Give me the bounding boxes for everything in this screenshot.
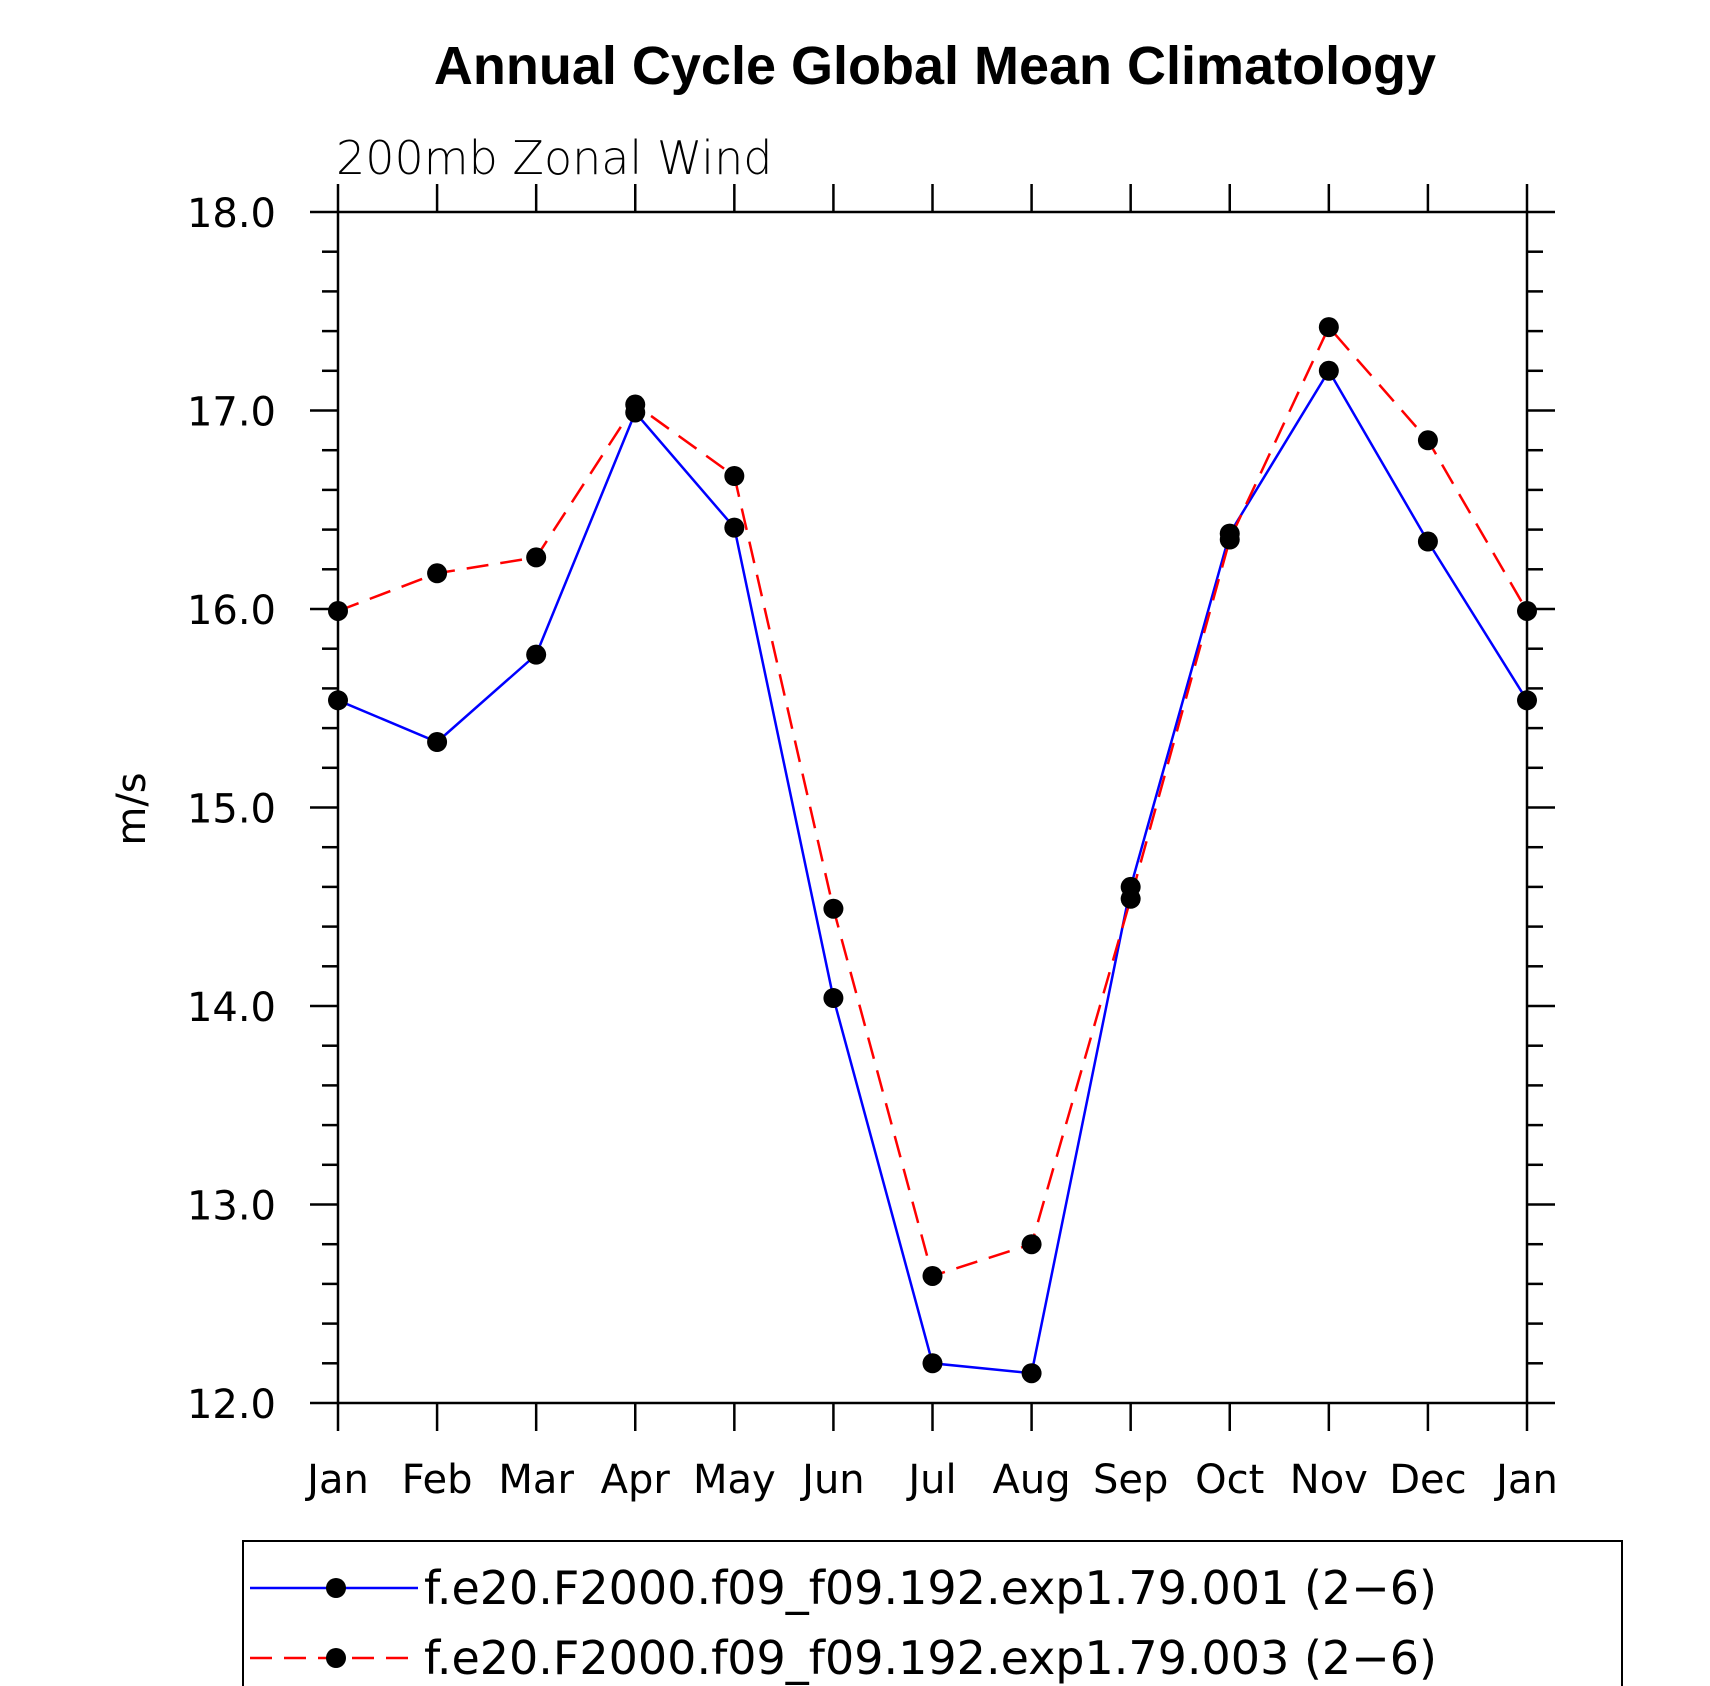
plot-frame: [336, 210, 1529, 1405]
y-axis-label: m/s: [109, 772, 155, 845]
axis-ticks: [310, 184, 1555, 1431]
x-tick-label: Apr: [601, 1457, 671, 1503]
series-2-point: [625, 394, 646, 415]
x-tick-label: Oct: [1195, 1457, 1264, 1503]
legend-label-1: f.e20.F2000.f09_f09.192.exp1.79.001 (2−6…: [424, 1561, 1437, 1615]
x-tick-label: Mar: [498, 1457, 574, 1503]
series-2-point: [823, 898, 844, 919]
x-tick-label: Dec: [1389, 1457, 1466, 1503]
series-1-point: [1417, 531, 1438, 552]
series-1-point: [1318, 360, 1339, 381]
legend: [242, 1540, 1623, 1686]
x-tick-label: Nov: [1290, 1457, 1368, 1503]
y-tick-label: 17.0: [187, 390, 276, 436]
chart-title: Annual Cycle Global Mean Climatology: [434, 36, 1436, 96]
series-2-point: [1318, 317, 1339, 338]
y-tick-label: 18.0: [187, 191, 276, 237]
series-1-point: [1517, 690, 1537, 711]
series-1-point: [1021, 1363, 1042, 1384]
x-tick-label: Sep: [1093, 1457, 1168, 1503]
series-1-point: [526, 644, 547, 665]
series-1-point: [427, 731, 448, 752]
x-tick-label: Jan: [304, 1457, 369, 1503]
series-2-point: [724, 466, 745, 487]
axis-tick-labels: Jan Feb Mar Apr May Jun Jul Aug Sep Oct Nov Dec Jan 1…: [187, 191, 1558, 1503]
series-line-1: [337, 368, 1529, 1375]
y-tick-label: 15.0: [187, 787, 276, 833]
series-1-point: [922, 1353, 943, 1374]
chart-subtitle: 200mb Zonal Wind: [336, 131, 772, 185]
legend-marker-1: [326, 1578, 346, 1598]
y-tick-label: 14.0: [187, 985, 276, 1031]
series-1-point: [823, 988, 844, 1009]
y-tick-label: 16.0: [187, 588, 276, 634]
series-2-point: [922, 1265, 943, 1286]
y-tick-label: 13.0: [187, 1184, 276, 1230]
y-tick-label: 12.0: [187, 1382, 276, 1428]
legend-entries: f.e20.F2000.f09_f09.192.exp1.79.001 (2−6…: [250, 1561, 1437, 1685]
series-2-point: [328, 600, 348, 621]
x-tick-label: Jan: [1493, 1457, 1558, 1503]
series-line-2: [337, 324, 1529, 1278]
series-2-point: [1517, 600, 1537, 621]
legend-marker-2: [326, 1648, 346, 1668]
data-series: [328, 317, 1537, 1384]
series-2-point: [1021, 1234, 1042, 1255]
series-2-point: [1120, 888, 1141, 909]
x-tick-label: Aug: [993, 1457, 1071, 1503]
x-tick-label: May: [693, 1457, 776, 1503]
series-2-point: [526, 547, 547, 568]
x-tick-label: Jul: [905, 1457, 956, 1503]
series-2-point: [1417, 430, 1438, 451]
x-tick-label: Jun: [799, 1457, 865, 1503]
series-2-point: [427, 563, 448, 584]
x-tick-label: Feb: [402, 1457, 473, 1503]
series-1-point: [724, 517, 745, 538]
series-1-point: [328, 690, 348, 711]
legend-label-2: f.e20.F2000.f09_f09.192.exp1.79.003 (2−6…: [424, 1631, 1437, 1685]
series-2-point: [1219, 529, 1240, 550]
